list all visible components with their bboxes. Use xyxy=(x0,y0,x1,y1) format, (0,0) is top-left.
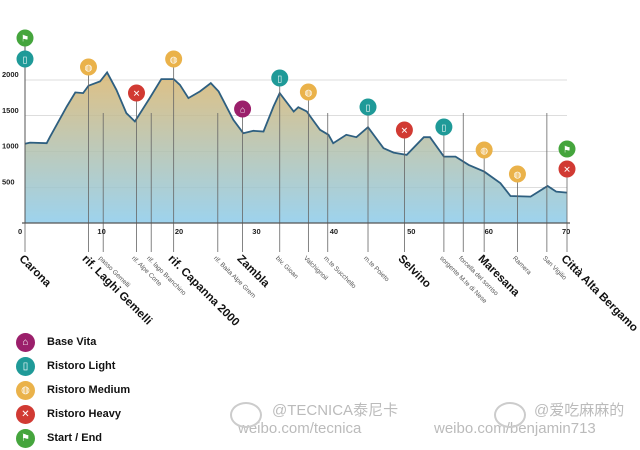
flag-icon xyxy=(16,29,34,47)
food-icon xyxy=(475,141,493,159)
legend-label: Ristoro Heavy xyxy=(47,408,121,420)
watermark-url: weibo.com/benjamin713 xyxy=(434,420,596,437)
legend-item-base-vita: ⌂ Base Vita xyxy=(16,330,130,354)
x-tick-label: 0 xyxy=(18,227,22,236)
y-tick-label: 500 xyxy=(2,177,15,186)
waypoint-marker: ✕ xyxy=(127,84,145,102)
y-tick-label: 1500 xyxy=(2,106,19,115)
waypoint-marker: ▯ xyxy=(359,98,377,116)
waypoint-marker: ◍ xyxy=(508,165,526,183)
cutlery-icon xyxy=(395,121,413,139)
food-icon-glyph: ◍ xyxy=(85,63,93,73)
cup-icon xyxy=(359,98,377,116)
waypoint-marker: ◍ xyxy=(299,83,317,101)
x-tick-label: 60 xyxy=(485,227,493,236)
house-icon-glyph: ⌂ xyxy=(240,105,245,115)
watermark-handle: @TECNICA泰尼卡 xyxy=(272,402,399,419)
x-tick-label: 10 xyxy=(97,227,105,236)
legend-label: Start / End xyxy=(47,432,103,444)
waypoint-marker: ✕ xyxy=(395,121,413,139)
flag-icon-glyph: ⚑ xyxy=(563,145,571,155)
cutlery-icon-glyph: ✕ xyxy=(401,126,409,136)
cutlery-icon xyxy=(127,84,145,102)
food-icon-glyph: ◍ xyxy=(480,146,488,156)
x-tick-label: 50 xyxy=(407,227,415,236)
legend-label: Ristoro Light xyxy=(47,360,116,372)
legend-label: Base Vita xyxy=(47,336,97,348)
y-tick-label: 1000 xyxy=(2,142,19,151)
cutlery-icon-glyph: ✕ xyxy=(133,89,141,99)
food-icon xyxy=(165,50,183,68)
legend-item-start-end: ⚑ Start / End xyxy=(16,426,130,450)
food-icon: ◍ xyxy=(16,380,35,400)
legend-item-ristoro-medium: ◍ Ristoro Medium xyxy=(16,378,130,402)
x-tick-label: 70 xyxy=(562,227,570,236)
weibo-logo-icon xyxy=(230,402,262,428)
cup-icon-glyph: ▯ xyxy=(366,103,371,113)
cup-icon xyxy=(16,50,34,68)
cup-icon-glyph: ▯ xyxy=(23,55,28,65)
watermark-url: weibo.com/tecnica xyxy=(238,420,362,437)
food-icon xyxy=(299,83,317,101)
food-icon xyxy=(79,58,97,76)
waypoint-marker: ▯ xyxy=(435,118,453,136)
cup-icon xyxy=(435,118,453,136)
watermark-1: @TECNICA泰尼卡 weibo.com/tecnica xyxy=(230,402,399,438)
flag-icon-glyph: ⚑ xyxy=(21,34,29,44)
house-icon: ⌂ xyxy=(16,332,35,352)
cup-icon: ▯ xyxy=(16,356,35,376)
watermark-handle: @爱吃麻麻的 xyxy=(534,402,625,419)
x-tick-label: 30 xyxy=(252,227,260,236)
cup-icon-glyph: ▯ xyxy=(277,74,282,84)
waypoint-marker: ◍ xyxy=(165,50,183,68)
food-icon xyxy=(508,165,526,183)
cutlery-icon xyxy=(558,160,576,178)
waypoint-marker: ◍ xyxy=(79,58,97,76)
y-tick-label: 2000 xyxy=(2,70,19,79)
food-icon-glyph: ◍ xyxy=(514,170,522,180)
x-tick-label: 40 xyxy=(330,227,338,236)
waypoint-marker: ▯ xyxy=(16,50,34,68)
waypoint-marker: ⚑ xyxy=(558,140,576,158)
house-icon xyxy=(234,100,252,118)
elevation-area xyxy=(25,72,567,224)
cup-icon xyxy=(271,69,289,87)
legend-item-ristoro-heavy: ✕ Ristoro Heavy xyxy=(16,402,130,426)
waypoint-marker: ⚑ xyxy=(16,29,34,47)
legend: ⌂ Base Vita ▯ Ristoro Light ◍ Ristoro Mediu… xyxy=(16,330,130,450)
cutlery-icon-glyph: ✕ xyxy=(563,165,571,175)
flag-icon xyxy=(558,140,576,158)
waypoint-marker: ✕ xyxy=(558,160,576,178)
x-tick-label: 20 xyxy=(175,227,183,236)
legend-label: Ristoro Medium xyxy=(47,384,131,396)
waypoint-marker: ◍ xyxy=(475,141,493,159)
cutlery-icon: ✕ xyxy=(16,404,35,424)
flag-icon: ⚑ xyxy=(16,428,35,448)
watermark-2: @爱吃麻麻的 weibo.com/benjamin713 xyxy=(434,402,624,438)
food-icon-glyph: ◍ xyxy=(170,55,178,65)
waypoint-marker: ▯ xyxy=(271,69,289,87)
legend-item-ristoro-light: ▯ Ristoro Light xyxy=(16,354,130,378)
food-icon-glyph: ◍ xyxy=(304,88,312,98)
waypoint-marker: ⌂ xyxy=(234,100,252,118)
weibo-logo-icon xyxy=(494,402,526,428)
elevation-line xyxy=(24,70,568,198)
cup-icon-glyph: ▯ xyxy=(441,123,446,133)
